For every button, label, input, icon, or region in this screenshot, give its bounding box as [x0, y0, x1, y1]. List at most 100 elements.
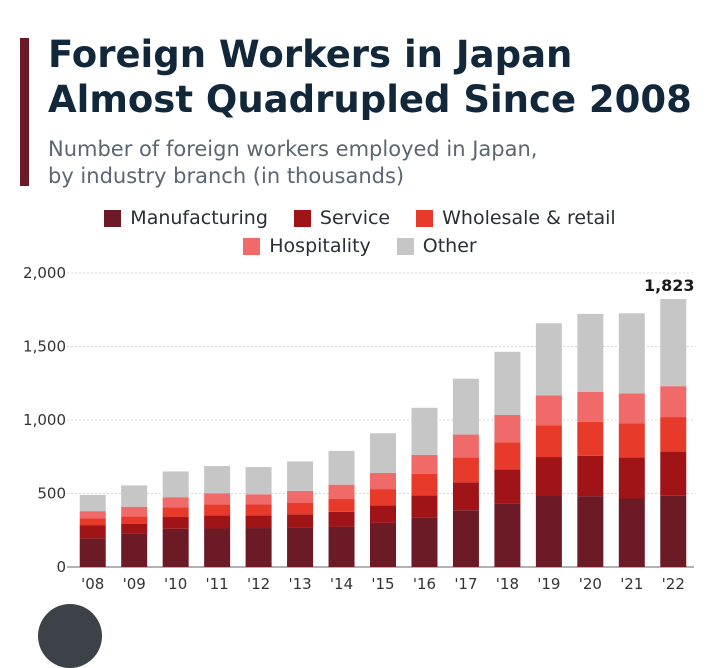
legend-row-1: Manufacturing Service Wholesale & retail — [0, 204, 720, 232]
bar-segment-manufacturing — [370, 522, 396, 567]
y-tick-label: 1,500 — [23, 338, 66, 356]
bar-segment-other — [411, 407, 438, 455]
bar-segment-other — [287, 461, 314, 491]
legend-label-wholesale-retail: Wholesale & retail — [442, 207, 616, 229]
bar-segment-manufacturing — [121, 533, 148, 567]
x-tick-label: '10 — [164, 575, 187, 593]
x-tick-label: '14 — [330, 575, 353, 593]
x-tick-label: '22 — [662, 575, 685, 593]
bar-segment-hospitality — [245, 494, 272, 505]
bar-segment-service — [204, 515, 231, 529]
legend-swatch-wholesale-retail — [416, 209, 434, 227]
legend-swatch-manufacturing — [104, 209, 122, 227]
bar-segment-hospitality — [535, 395, 562, 426]
bar-segment-wholesale-retail — [577, 421, 604, 456]
bar-segment-other — [494, 351, 521, 416]
subtitle-line-2: by industry branch (in thousands) — [48, 164, 405, 188]
bar-segment-wholesale-retail — [370, 489, 396, 506]
bar-segment-manufacturing — [411, 517, 438, 567]
bar-segment-manufacturing — [660, 495, 687, 567]
bar-segment-other — [121, 485, 148, 507]
bar-segment-wholesale-retail — [245, 504, 272, 516]
bar-segment-service — [535, 457, 562, 496]
y-tick-label: 2,000 — [23, 264, 66, 282]
legend-swatch-service — [293, 209, 311, 227]
x-tick-label: '11 — [206, 575, 229, 593]
bar-segment-hospitality — [79, 511, 106, 519]
x-tick-label: '15 — [371, 575, 394, 593]
bar-segment-manufacturing — [287, 527, 314, 567]
bar-segment-hospitality — [370, 472, 396, 490]
bar-segment-manufacturing — [162, 528, 189, 567]
x-tick-label: '16 — [413, 575, 436, 593]
bar-segment-other — [245, 467, 272, 495]
bar-segment-hospitality — [121, 506, 148, 517]
title-line-2: Almost Quadrupled Since 2008 — [48, 78, 692, 121]
bar-segment-wholesale-retail — [452, 457, 479, 483]
bar-segment-manufacturing — [494, 503, 521, 567]
legend-item-hospitality: Hospitality — [243, 235, 371, 257]
bar-segment-hospitality — [328, 484, 355, 499]
title-accent-bar — [20, 38, 29, 186]
bar-segment-other — [204, 466, 231, 494]
bar-segment-wholesale-retail — [328, 498, 355, 512]
legend: Manufacturing Service Wholesale & retail… — [0, 204, 720, 260]
bar-segment-service — [245, 515, 272, 529]
legend-label-service: Service — [319, 207, 391, 229]
bar-segment-wholesale-retail — [204, 504, 231, 516]
bar-segment-other — [660, 299, 687, 387]
y-tick-label: 500 — [37, 485, 66, 503]
total-value-label: 1,823 — [644, 276, 695, 295]
bar-segment-other — [452, 378, 479, 435]
x-tick-label: '12 — [247, 575, 270, 593]
bar-segment-other — [618, 313, 645, 394]
bar-segment-manufacturing — [452, 510, 479, 567]
bar-segment-service — [287, 514, 314, 528]
bar-segment-manufacturing — [204, 528, 231, 567]
bar-segment-manufacturing — [245, 528, 272, 567]
bar-segment-service — [370, 505, 396, 523]
bar-segment-manufacturing — [535, 495, 562, 567]
bar-segment-hospitality — [162, 497, 189, 508]
y-tick-label: 0 — [56, 558, 66, 576]
x-tick-label: '17 — [454, 575, 477, 593]
x-tick-label: '19 — [537, 575, 560, 593]
bar-segment-wholesale-retail — [79, 518, 106, 526]
bar-segment-manufacturing — [79, 538, 106, 567]
bar-segment-service — [79, 525, 106, 539]
bar-segment-hospitality — [287, 490, 314, 503]
bar-segment-other — [328, 450, 355, 485]
bar-segment-hospitality — [660, 386, 687, 418]
bar-segment-service — [328, 511, 355, 527]
brand-logo-icon — [38, 604, 102, 668]
bar-segment-wholesale-retail — [162, 507, 189, 518]
legend-item-wholesale-retail: Wholesale & retail — [416, 207, 616, 229]
bar-segment-manufacturing — [328, 526, 355, 567]
x-tick-label: '08 — [81, 575, 104, 593]
legend-label-hospitality: Hospitality — [269, 235, 371, 257]
bar-segment-service — [162, 517, 189, 529]
bar-segment-service — [411, 495, 438, 518]
bar-segment-service — [452, 482, 479, 511]
x-tick-label: '21 — [620, 575, 643, 593]
bar-segment-service — [494, 469, 521, 504]
bar-segment-wholesale-retail — [121, 516, 148, 524]
legend-label-manufacturing: Manufacturing — [130, 207, 268, 229]
x-tick-label: '18 — [496, 575, 519, 593]
bar-segment-manufacturing — [618, 498, 645, 567]
chart-title: Foreign Workers in Japan Almost Quadrupl… — [48, 32, 692, 122]
x-tick-label: '09 — [123, 575, 146, 593]
legend-item-manufacturing: Manufacturing — [104, 207, 268, 229]
x-tick-label: '20 — [579, 575, 602, 593]
bar-segment-wholesale-retail — [535, 425, 562, 458]
bar-segment-hospitality — [411, 454, 438, 474]
bar-segment-wholesale-retail — [494, 442, 521, 470]
bar-segment-hospitality — [494, 415, 521, 443]
chart-subtitle: Number of foreign workers employed in Ja… — [48, 136, 537, 190]
stacked-bar-chart: 0 500 1,000 1,500 2,000 '08 '09 '10 '11 '12 '13 '14… — [23, 264, 695, 593]
legend-item-service: Service — [293, 207, 391, 229]
bar-segment-service — [577, 455, 604, 497]
bar-segment-hospitality — [577, 391, 604, 422]
legend-row-2: Hospitality Other — [0, 232, 720, 260]
bar-segment-wholesale-retail — [618, 423, 645, 458]
